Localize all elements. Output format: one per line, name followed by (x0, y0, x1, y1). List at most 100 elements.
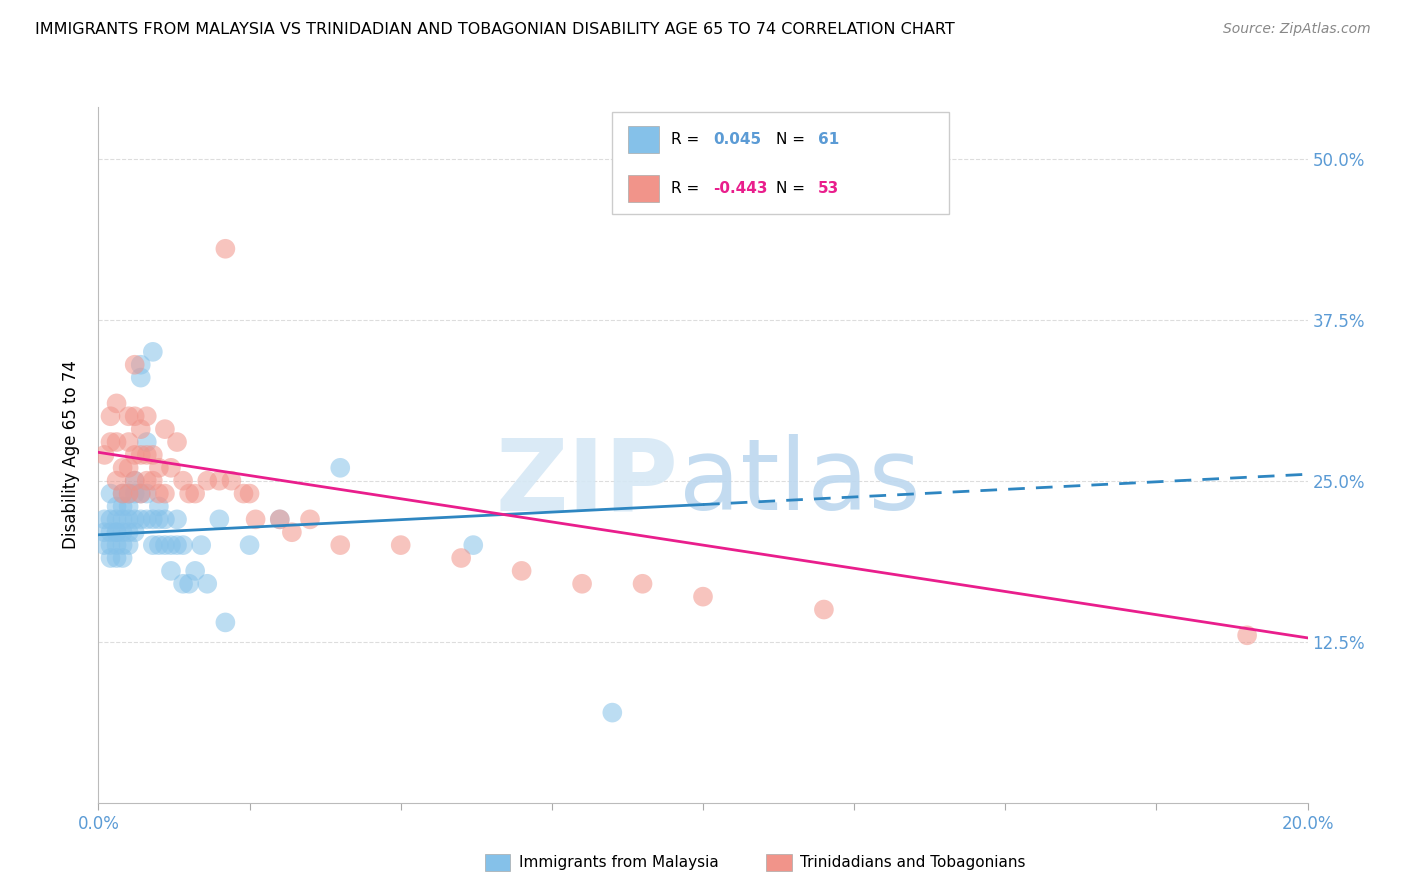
Point (172, 576, 194, 591)
Point (100, 512, 122, 526)
Point (142, 448, 165, 462)
Point (111, 486, 134, 500)
Point (148, 500, 170, 514)
Point (148, 460, 170, 475)
Point (124, 409, 146, 424)
Point (124, 512, 146, 526)
Point (129, 512, 152, 526)
Point (329, 460, 352, 475)
Point (135, 448, 157, 462)
Point (111, 525, 134, 540)
Point (93, 538, 115, 552)
Point (124, 358, 146, 372)
Point (118, 486, 141, 500)
Point (111, 512, 134, 526)
Point (221, 474, 243, 488)
Point (208, 512, 231, 526)
Point (148, 486, 170, 500)
Point (329, 538, 352, 552)
Point (142, 344, 165, 359)
Point (93, 525, 115, 540)
Text: Source: ZipAtlas.com: Source: ZipAtlas.com (1223, 22, 1371, 37)
Point (105, 551, 128, 566)
Point (239, 486, 262, 500)
Point (100, 538, 122, 552)
Point (129, 448, 152, 462)
Point (105, 396, 128, 410)
Point (100, 525, 122, 540)
Point (166, 512, 188, 526)
Point (142, 474, 165, 488)
Point (118, 500, 141, 514)
Point (571, 576, 593, 591)
Point (195, 474, 218, 488)
Point (153, 538, 176, 552)
Text: Immigrants from Malaysia: Immigrants from Malaysia (519, 855, 718, 870)
Point (135, 474, 157, 488)
Point (100, 551, 122, 566)
Text: 53: 53 (818, 181, 839, 196)
Point (172, 538, 194, 552)
Point (111, 460, 134, 475)
Point (269, 512, 291, 526)
Point (118, 435, 141, 450)
Point (389, 538, 412, 552)
Point (184, 486, 207, 500)
Point (111, 500, 134, 514)
Point (179, 486, 201, 500)
Point (105, 525, 128, 540)
Point (160, 564, 183, 578)
Point (124, 474, 146, 488)
Point (124, 448, 146, 462)
Point (148, 538, 170, 552)
Point (160, 460, 183, 475)
Point (166, 435, 188, 450)
Point (463, 538, 485, 552)
Point (631, 576, 654, 591)
Point (135, 512, 157, 526)
Point (179, 576, 201, 591)
Point (160, 538, 183, 552)
Point (105, 435, 128, 450)
Point (153, 486, 176, 500)
Point (129, 370, 152, 384)
Point (184, 564, 207, 578)
Point (118, 538, 141, 552)
Point (124, 525, 146, 540)
Point (118, 486, 141, 500)
Point (299, 512, 322, 526)
Point (105, 500, 128, 514)
Point (135, 409, 157, 424)
Point (124, 474, 146, 488)
Point (1236, 628, 1258, 642)
Point (813, 602, 835, 616)
Point (166, 538, 188, 552)
Point (602, 706, 624, 720)
Text: IMMIGRANTS FROM MALAYSIA VS TRINIDADIAN AND TOBAGONIAN DISABILITY AGE 65 TO 74 C: IMMIGRANTS FROM MALAYSIA VS TRINIDADIAN … (35, 22, 955, 37)
Point (111, 551, 134, 566)
Text: 0.045: 0.045 (713, 132, 761, 147)
Point (135, 435, 157, 450)
Point (190, 538, 212, 552)
Point (232, 486, 254, 500)
Point (111, 538, 134, 552)
Point (93, 512, 115, 526)
Point (105, 538, 128, 552)
Point (135, 486, 157, 500)
Text: -0.443: -0.443 (713, 181, 768, 196)
Point (142, 538, 165, 552)
Point (118, 512, 141, 526)
Text: N =: N = (776, 132, 810, 147)
Text: N =: N = (776, 181, 810, 196)
Point (172, 474, 194, 488)
Text: atlas: atlas (679, 434, 921, 532)
Point (214, 615, 236, 630)
Point (124, 486, 146, 500)
Text: Trinidadians and Tobagonians: Trinidadians and Tobagonians (800, 855, 1025, 870)
Point (153, 512, 176, 526)
Point (129, 422, 152, 436)
Point (129, 486, 152, 500)
Text: R =: R = (671, 132, 704, 147)
Point (269, 512, 291, 526)
Point (692, 590, 714, 604)
